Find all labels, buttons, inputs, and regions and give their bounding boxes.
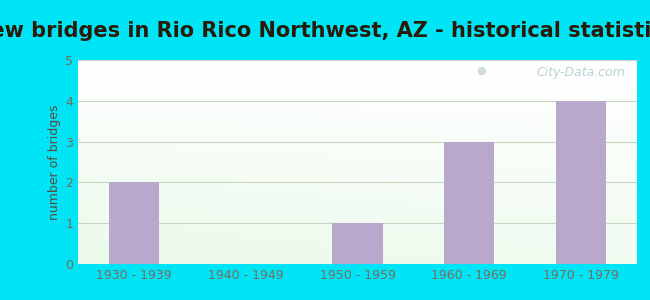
Text: New bridges in Rio Rico Northwest, AZ - historical statistics: New bridges in Rio Rico Northwest, AZ - … — [0, 21, 650, 41]
Bar — [444, 142, 495, 264]
Bar — [332, 223, 383, 264]
Bar — [109, 182, 159, 264]
Text: City-Data.com: City-Data.com — [537, 66, 626, 79]
Bar — [556, 101, 606, 264]
Y-axis label: number of bridges: number of bridges — [48, 104, 61, 220]
Text: ●: ● — [476, 66, 486, 76]
